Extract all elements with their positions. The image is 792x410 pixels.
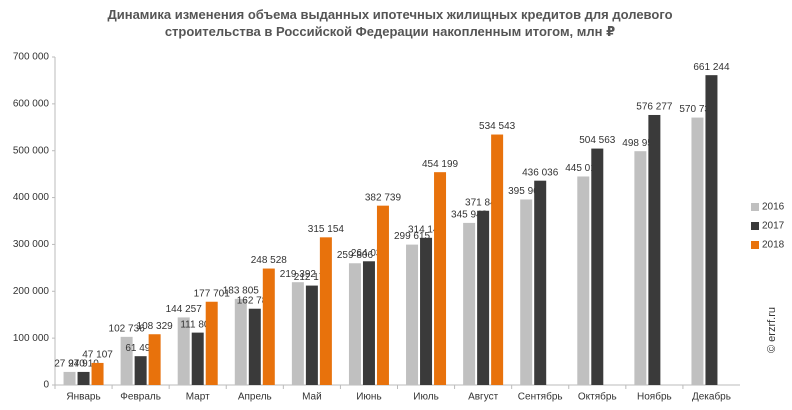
value-label: 212 172 [294, 272, 331, 283]
bar [348, 263, 361, 385]
x-tick-label: Октябрь [578, 391, 617, 403]
bar [634, 151, 647, 385]
y-tick-label: 700 000 [13, 52, 50, 63]
value-label: 445 019 [565, 163, 602, 174]
y-tick-label: 400 000 [13, 192, 50, 203]
x-tick-label: Декабрь [692, 391, 731, 403]
bar [148, 334, 161, 385]
bar [120, 336, 133, 385]
bar [177, 317, 190, 385]
bar [77, 371, 90, 385]
value-label: 570 736 [679, 104, 716, 115]
bar [376, 205, 389, 385]
x-tick-label: Июнь [356, 392, 381, 403]
value-label: 47 107 [82, 350, 113, 361]
x-tick-label: Февраль [120, 392, 161, 403]
value-label: 498 955 [622, 138, 659, 149]
value-label: 259 806 [337, 250, 374, 261]
value-label: 264 036 [351, 248, 388, 259]
bar [463, 222, 476, 385]
y-tick-label: 300 000 [13, 239, 50, 250]
bar [591, 148, 604, 385]
bar [134, 356, 147, 385]
bar [577, 176, 590, 385]
y-tick-label: 500 000 [13, 145, 50, 156]
bar [262, 268, 275, 385]
value-label: 144 257 [166, 304, 203, 315]
bar [491, 134, 504, 385]
x-tick-label: Май [302, 392, 322, 403]
value-label: 314 146 [408, 224, 445, 235]
bar [534, 180, 547, 385]
value-label: 183 805 [223, 286, 260, 297]
bar [248, 308, 261, 385]
x-tick-label: Март [186, 392, 210, 403]
bar [691, 117, 704, 385]
y-tick-label: 0 [43, 380, 49, 391]
chart-title: Динамика изменения объема выданных ипоте… [107, 7, 673, 39]
bar [362, 261, 375, 385]
value-label: 661 244 [693, 62, 730, 73]
bar [191, 332, 204, 385]
legend-swatch [751, 241, 759, 249]
value-label: 436 036 [522, 167, 559, 178]
value-label: 504 563 [579, 135, 616, 146]
value-label: 395 961 [508, 186, 545, 197]
x-tick-label: Сентябрь [518, 391, 563, 403]
legend-label: 2018 [762, 240, 785, 251]
value-label: 299 615 [394, 231, 431, 242]
value-label: 162 783 [237, 295, 274, 306]
legend-swatch [751, 222, 759, 230]
value-label: 576 277 [636, 102, 673, 113]
value-label: 111 807 [180, 319, 215, 330]
value-label: 27 940 [54, 359, 85, 370]
value-label: 61 497 [125, 343, 156, 354]
bar [63, 371, 76, 385]
bar [434, 172, 447, 385]
value-label: 102 736 [109, 324, 146, 335]
watermark: © erzrf.ru [766, 307, 778, 353]
bar [305, 285, 318, 385]
x-tick-label: Январь [66, 392, 100, 403]
y-tick-label: 600 000 [13, 98, 50, 109]
y-tick-label: 100 000 [13, 333, 50, 344]
value-label: 345 942 [451, 210, 488, 221]
value-label: 315 154 [308, 224, 345, 235]
value-label: 219 392 [280, 269, 317, 280]
x-tick-label: Август [468, 392, 499, 403]
bar [205, 301, 218, 385]
value-label: 177 701 [194, 288, 231, 299]
bar [291, 282, 304, 385]
value-label: 371 846 [465, 197, 502, 208]
x-tick-label: Июль [413, 392, 439, 403]
value-label: 534 543 [479, 121, 516, 132]
legend-label: 2017 [762, 221, 785, 232]
bar [648, 114, 661, 386]
value-label: 454 199 [422, 159, 459, 170]
bar [520, 199, 533, 385]
bar [91, 362, 104, 385]
bar [406, 244, 419, 385]
legend-swatch [751, 203, 759, 211]
value-label: 27 910 [68, 359, 99, 370]
bar [319, 237, 332, 385]
legend-label: 2016 [762, 202, 785, 213]
bar [420, 237, 433, 385]
bar [234, 298, 247, 385]
value-label: 108 329 [137, 321, 174, 332]
value-label: 248 528 [251, 255, 288, 266]
x-tick-label: Апрель [238, 392, 272, 403]
y-tick-label: 200 000 [13, 286, 50, 297]
x-tick-label: Ноябрь [637, 391, 672, 403]
value-label: 382 739 [365, 192, 402, 203]
bar [705, 75, 718, 385]
bar [477, 210, 490, 385]
